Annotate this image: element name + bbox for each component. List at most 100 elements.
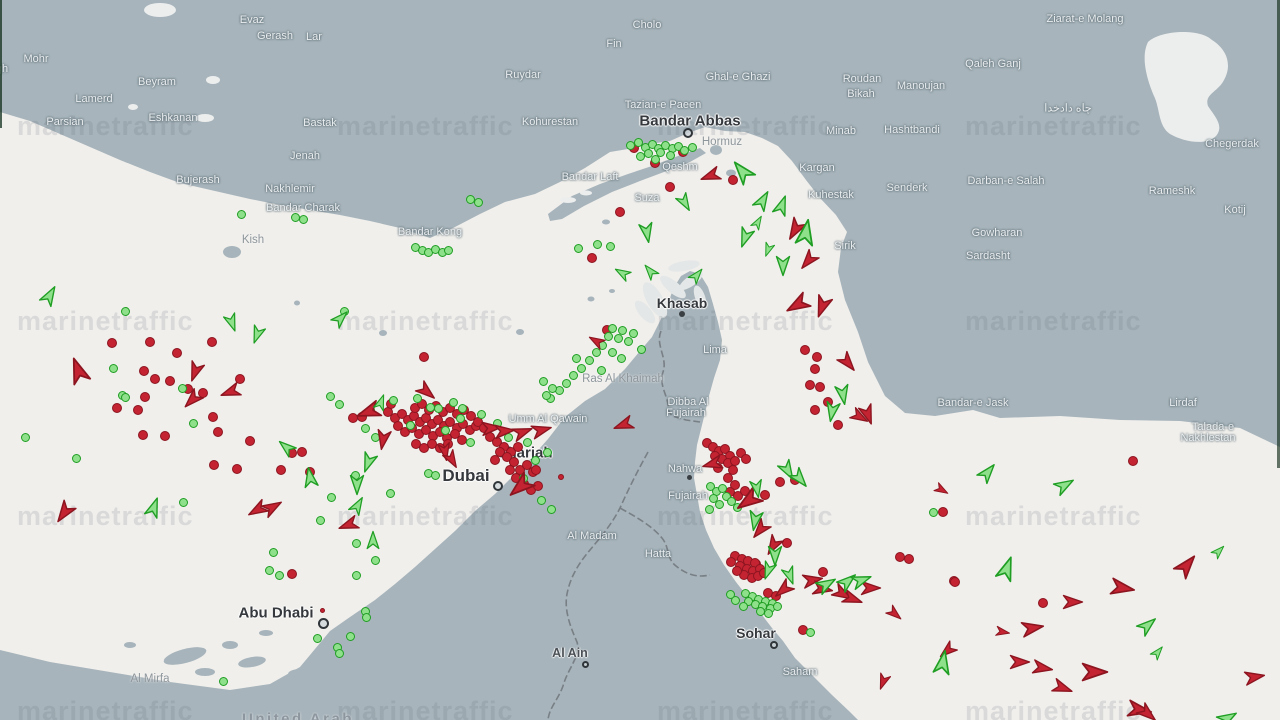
vessel-marker-red[interactable] bbox=[107, 338, 117, 348]
vessel-marker-green[interactable] bbox=[542, 447, 552, 457]
vessel-marker-green[interactable] bbox=[607, 347, 617, 357]
port-marker[interactable] bbox=[581, 660, 589, 668]
vessel-course-arrow[interactable] bbox=[606, 408, 639, 441]
vessel-course-arrow[interactable] bbox=[762, 543, 788, 569]
vessel-course-arrow[interactable] bbox=[880, 599, 909, 628]
vessel-marker-red[interactable] bbox=[522, 460, 532, 470]
vessel-marker-green[interactable] bbox=[476, 409, 486, 419]
vessel-course-arrow[interactable] bbox=[351, 446, 384, 479]
vessel-course-arrow[interactable] bbox=[925, 644, 961, 680]
vessel-marker-green[interactable] bbox=[440, 425, 450, 435]
vessel-course-arrow[interactable] bbox=[239, 492, 275, 528]
vessel-marker-green[interactable] bbox=[388, 395, 398, 405]
vessel-marker-red[interactable] bbox=[450, 429, 460, 439]
vessel-course-arrow[interactable] bbox=[217, 308, 247, 338]
vessel-marker-green[interactable] bbox=[616, 353, 626, 363]
vessel-course-arrow[interactable] bbox=[1007, 649, 1033, 675]
vessel-marker-green[interactable] bbox=[546, 504, 556, 514]
vessel-marker-green[interactable] bbox=[412, 393, 422, 403]
vessel-marker-green[interactable] bbox=[443, 245, 453, 255]
vessel-marker-green[interactable] bbox=[361, 612, 371, 622]
vessel-course-arrow[interactable] bbox=[851, 398, 884, 431]
vessel-marker-green[interactable] bbox=[536, 495, 546, 505]
vessel-marker-red[interactable] bbox=[466, 411, 476, 421]
vessel-marker-red[interactable] bbox=[733, 491, 743, 501]
vessel-course-arrow[interactable] bbox=[342, 489, 374, 521]
vessel-marker-green[interactable] bbox=[726, 496, 736, 506]
vessel-course-arrow[interactable] bbox=[753, 556, 783, 586]
vessel-course-arrow[interactable] bbox=[178, 355, 211, 388]
vessel-marker-green[interactable] bbox=[591, 347, 601, 357]
vessel-marker-red[interactable] bbox=[419, 352, 429, 362]
vessel-marker-green[interactable] bbox=[547, 383, 557, 393]
vessel-marker-red[interactable] bbox=[133, 405, 143, 415]
vessel-marker-green[interactable] bbox=[274, 570, 284, 580]
vessel-course-arrow[interactable] bbox=[1047, 467, 1083, 503]
vessel-course-arrow[interactable] bbox=[1016, 611, 1049, 644]
vessel-course-arrow[interactable] bbox=[720, 149, 764, 193]
vessel-course-arrow[interactable] bbox=[635, 256, 664, 285]
vessel-course-arrow[interactable] bbox=[436, 444, 468, 476]
vessel-course-arrow[interactable] bbox=[740, 506, 770, 536]
vessel-marker-green[interactable] bbox=[448, 397, 458, 407]
port-marker[interactable] bbox=[317, 617, 329, 629]
vessel-marker-red[interactable] bbox=[805, 380, 815, 390]
vessel-course-arrow[interactable] bbox=[32, 277, 68, 313]
vessel-marker-green[interactable] bbox=[636, 344, 646, 354]
vessel-marker-red[interactable] bbox=[421, 425, 431, 435]
vessel-marker-red[interactable] bbox=[276, 465, 286, 475]
vessel-marker-green[interactable] bbox=[584, 355, 594, 365]
vessel-marker-green[interactable] bbox=[188, 418, 198, 428]
vessel-marker-green[interactable] bbox=[71, 453, 81, 463]
vessel-marker-green[interactable] bbox=[705, 481, 715, 491]
vessel-marker-red[interactable] bbox=[245, 436, 255, 446]
vessel-marker-green[interactable] bbox=[522, 437, 532, 447]
vessel-marker-green[interactable] bbox=[763, 608, 773, 618]
vessel-marker-green[interactable] bbox=[370, 555, 380, 565]
vessel-marker-red[interactable] bbox=[665, 182, 675, 192]
vessel-course-arrow[interactable] bbox=[361, 528, 384, 551]
vessel-marker-red[interactable] bbox=[728, 465, 738, 475]
vessel-course-arrow[interactable] bbox=[506, 415, 539, 448]
vessel-marker-red[interactable] bbox=[505, 465, 515, 475]
vessel-course-arrow[interactable] bbox=[798, 565, 828, 595]
vessel-marker-green[interactable] bbox=[573, 243, 583, 253]
port-marker[interactable] bbox=[683, 128, 693, 138]
vessel-course-arrow[interactable] bbox=[804, 289, 841, 326]
vessel-marker-red[interactable] bbox=[587, 253, 597, 263]
vessel-course-arrow[interactable] bbox=[992, 621, 1013, 642]
vessel-course-arrow[interactable] bbox=[1078, 655, 1112, 689]
vessel-course-arrow[interactable] bbox=[632, 218, 662, 248]
port-marker[interactable] bbox=[493, 481, 503, 491]
vessel-marker-green[interactable] bbox=[605, 241, 615, 251]
vessel-marker-green[interactable] bbox=[592, 239, 602, 249]
vessel-course-arrow[interactable] bbox=[765, 188, 798, 221]
vessel-marker-green[interactable] bbox=[628, 328, 638, 338]
vessel-marker-green[interactable] bbox=[738, 601, 748, 611]
vessel-marker-green[interactable] bbox=[541, 390, 551, 400]
vessel-marker-green[interactable] bbox=[633, 137, 643, 147]
vessel-course-arrow[interactable] bbox=[743, 475, 770, 502]
vessel-course-arrow[interactable] bbox=[1240, 662, 1270, 692]
vessel-marker-red[interactable] bbox=[207, 337, 217, 347]
vessel-course-arrow[interactable] bbox=[213, 375, 246, 408]
vessel-course-arrow[interactable] bbox=[348, 392, 388, 432]
vessel-marker-red[interactable] bbox=[800, 345, 810, 355]
vessel-course-arrow[interactable] bbox=[255, 489, 291, 525]
vessel-marker-green[interactable] bbox=[385, 488, 395, 498]
vessel-course-arrow[interactable] bbox=[693, 159, 726, 192]
vessel-marker-red[interactable] bbox=[140, 392, 150, 402]
vessel-marker-green[interactable] bbox=[405, 420, 415, 430]
vessel-course-arrow[interactable] bbox=[1145, 639, 1171, 665]
vessel-marker-red[interactable] bbox=[938, 507, 948, 517]
vessel-course-arrow[interactable] bbox=[1130, 696, 1167, 720]
vessel-marker-green[interactable] bbox=[218, 676, 228, 686]
vessel-marker-red[interactable] bbox=[904, 554, 914, 564]
vessel-course-arrow[interactable] bbox=[491, 417, 519, 445]
vessel-course-arrow[interactable] bbox=[496, 463, 544, 511]
vessel-marker-green[interactable] bbox=[717, 483, 727, 493]
vessel-marker-green[interactable] bbox=[596, 365, 606, 375]
vessel-course-arrow[interactable] bbox=[987, 548, 1027, 588]
vessel-marker-red[interactable] bbox=[209, 460, 219, 470]
vessel-marker-red[interactable] bbox=[810, 364, 820, 374]
